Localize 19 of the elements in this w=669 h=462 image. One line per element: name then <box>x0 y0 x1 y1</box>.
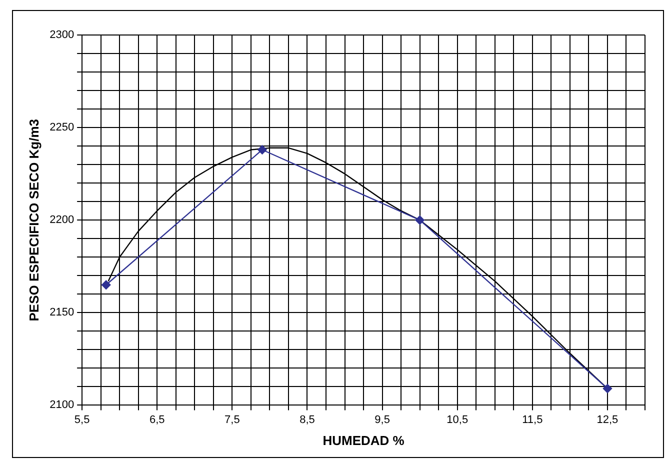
point <box>258 145 267 154</box>
y-axis-title: PESO ESPECIFICO SECO Kg/m3 <box>26 118 42 322</box>
x-tick-label: 6,5 <box>149 414 165 426</box>
y-tick-label: 2200 <box>50 214 74 226</box>
x-tick-label: 11,5 <box>522 414 543 426</box>
x-axis-title: HUMEDAD % <box>322 432 405 448</box>
y-tick-label: 2250 <box>50 122 74 134</box>
y-tick-label: 2100 <box>50 399 74 412</box>
point <box>101 280 111 290</box>
y-tick-label: 2150 <box>50 306 74 319</box>
y-tick-label: 2300 <box>50 29 74 42</box>
x-tick-label: 5,5 <box>74 414 90 426</box>
x-tick-label: 7,5 <box>224 414 240 426</box>
x-tick-label: 12,5 <box>596 414 618 426</box>
x-tick-label: 10,5 <box>446 414 468 426</box>
point <box>415 216 424 225</box>
point <box>602 384 612 394</box>
x-tick-label: 8,5 <box>300 414 315 426</box>
x-tick-label: 9,5 <box>374 414 390 426</box>
